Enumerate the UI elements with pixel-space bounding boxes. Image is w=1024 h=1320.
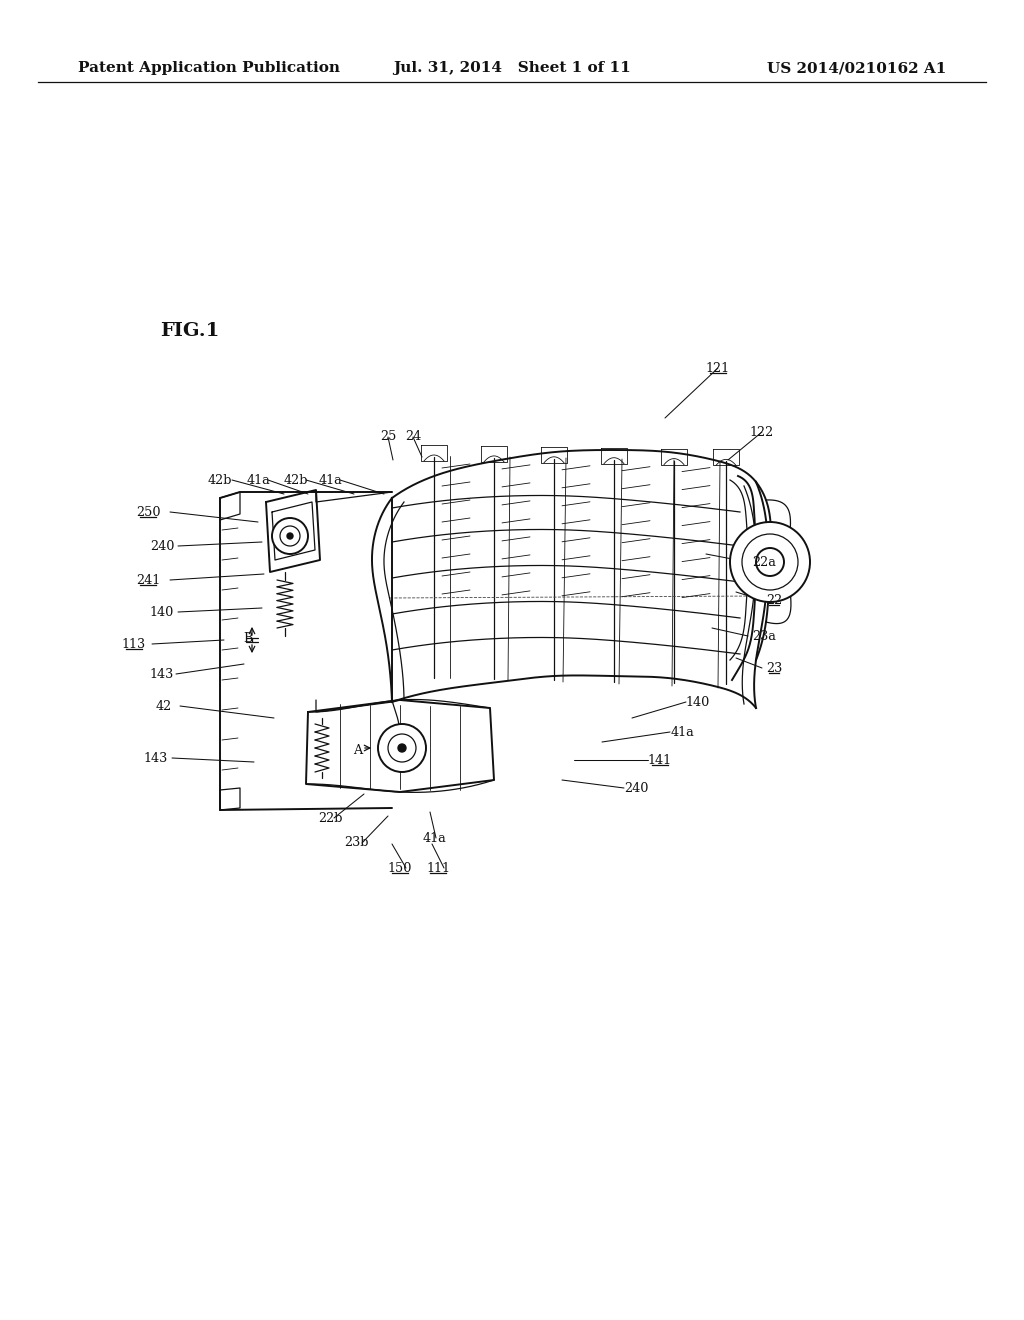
Text: 23b: 23b <box>344 837 369 850</box>
Circle shape <box>378 723 426 772</box>
Text: 23a: 23a <box>752 630 776 643</box>
Text: 241: 241 <box>136 573 160 586</box>
Circle shape <box>742 535 798 590</box>
Text: 41a: 41a <box>670 726 694 738</box>
Text: 42: 42 <box>156 700 172 713</box>
Circle shape <box>272 517 308 554</box>
Text: Jul. 31, 2014   Sheet 1 of 11: Jul. 31, 2014 Sheet 1 of 11 <box>393 61 631 75</box>
Text: 41a: 41a <box>422 832 445 845</box>
Text: 22: 22 <box>766 594 782 606</box>
Text: 250: 250 <box>136 506 160 519</box>
Text: 113: 113 <box>122 638 146 651</box>
Text: 22a: 22a <box>752 556 776 569</box>
Circle shape <box>388 734 416 762</box>
Text: Patent Application Publication: Patent Application Publication <box>78 61 340 75</box>
Circle shape <box>756 548 784 576</box>
Text: FIG.1: FIG.1 <box>160 322 219 341</box>
Circle shape <box>730 521 810 602</box>
Circle shape <box>398 744 406 752</box>
Text: 240: 240 <box>624 781 648 795</box>
Text: 111: 111 <box>426 862 450 874</box>
Text: 150: 150 <box>388 862 413 874</box>
Text: 24: 24 <box>404 430 421 444</box>
Text: 42b: 42b <box>284 474 308 487</box>
Text: US 2014/0210162 A1: US 2014/0210162 A1 <box>767 61 946 75</box>
Text: 122: 122 <box>750 425 774 438</box>
Text: 23: 23 <box>766 661 782 675</box>
Text: 141: 141 <box>648 754 672 767</box>
Text: 22b: 22b <box>317 812 342 825</box>
Text: 41a: 41a <box>246 474 270 487</box>
Text: 140: 140 <box>686 696 710 709</box>
Text: B: B <box>244 631 253 644</box>
Text: 140: 140 <box>150 606 174 619</box>
Text: 143: 143 <box>150 668 174 681</box>
Circle shape <box>287 533 293 539</box>
Text: A: A <box>353 743 362 756</box>
Text: 25: 25 <box>380 430 396 444</box>
Text: 121: 121 <box>706 362 730 375</box>
Text: 143: 143 <box>144 751 168 764</box>
Text: 42b: 42b <box>208 474 232 487</box>
Text: 240: 240 <box>150 540 174 553</box>
Circle shape <box>280 525 300 546</box>
Text: 41a: 41a <box>318 474 342 487</box>
